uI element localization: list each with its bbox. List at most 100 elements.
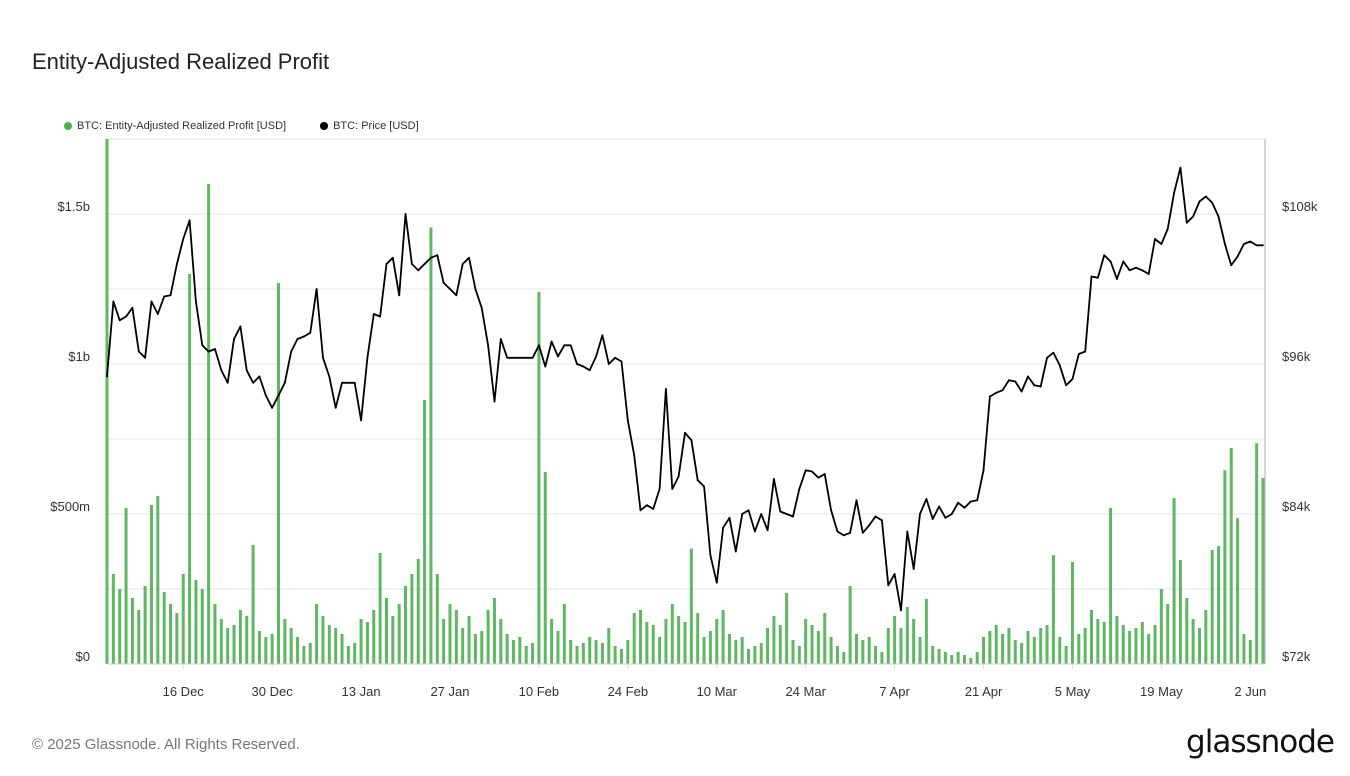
- price-point: [715, 581, 718, 584]
- price-point: [1033, 384, 1036, 387]
- price-point: [595, 355, 597, 358]
- profit-bar: [473, 634, 477, 664]
- profit-bar: [321, 616, 325, 664]
- profit-bar: [785, 592, 789, 664]
- price-point: [842, 534, 845, 537]
- price-point: [1211, 201, 1214, 204]
- x-tick-label: 27 Jan: [430, 684, 469, 699]
- profit-bar: [639, 610, 643, 664]
- profit-bar: [912, 619, 916, 664]
- price-point: [900, 609, 902, 612]
- profit-bar: [562, 604, 566, 664]
- profit-bar: [200, 589, 204, 664]
- price-point: [1135, 266, 1137, 269]
- price-point: [449, 288, 451, 290]
- price-point: [1236, 255, 1239, 258]
- price-point: [296, 338, 299, 340]
- price-point: [1058, 364, 1061, 367]
- price-point: [779, 510, 782, 513]
- profit-bar: [696, 613, 700, 664]
- price-point: [112, 300, 115, 303]
- profit-bar: [543, 472, 547, 664]
- profit-bar: [238, 610, 242, 664]
- price-point: [366, 356, 369, 359]
- price-point: [576, 363, 578, 365]
- legend-item-price[interactable]: BTC: Price [USD]: [320, 120, 419, 132]
- profit-bar: [289, 628, 293, 664]
- profit-bar: [899, 628, 903, 664]
- right-tick-label: $96k: [1282, 349, 1311, 364]
- price-point: [385, 263, 388, 265]
- chart-title: Entity-Adjusted Realized Profit: [32, 49, 330, 74]
- price-point: [360, 419, 362, 422]
- price-point: [1065, 384, 1067, 387]
- price-point: [442, 281, 445, 284]
- x-tick-label: 2 Jun: [1234, 684, 1266, 699]
- profit-bar: [1090, 610, 1094, 664]
- profit-bar: [1261, 478, 1265, 664]
- price-point: [906, 530, 909, 533]
- price-point: [1046, 356, 1048, 359]
- profit-bar: [607, 628, 611, 664]
- profit-bar: [1039, 628, 1043, 664]
- profit-bar: [327, 625, 331, 664]
- price-point: [258, 375, 261, 378]
- price-point: [1039, 385, 1042, 388]
- price-point: [1141, 269, 1144, 272]
- profit-bar: [835, 646, 839, 664]
- profit-bar: [658, 637, 662, 664]
- price-point: [290, 350, 293, 353]
- profit-bar: [670, 604, 674, 664]
- price-point: [804, 469, 807, 472]
- profit-bar: [467, 616, 471, 664]
- price-point: [563, 344, 566, 347]
- profit-bar: [512, 640, 516, 664]
- profit-bar: [1096, 619, 1100, 664]
- profit-bars: [105, 139, 1265, 664]
- profit-bar: [848, 586, 852, 664]
- price-point: [893, 573, 896, 575]
- price-point: [1179, 166, 1182, 169]
- price-point: [817, 476, 820, 479]
- profit-bar: [397, 604, 401, 664]
- profit-bar: [1121, 625, 1125, 664]
- price-point: [1122, 260, 1125, 263]
- price-point: [1217, 215, 1220, 218]
- price-point: [188, 219, 191, 222]
- profit-bar: [264, 637, 268, 664]
- price-point: [976, 499, 979, 502]
- price-line: [106, 166, 1263, 612]
- x-tick-label: 21 Apr: [965, 684, 1003, 699]
- price-point: [944, 516, 947, 519]
- price-point: [207, 350, 210, 353]
- price-point: [1160, 243, 1163, 245]
- price-point: [1116, 278, 1118, 280]
- price-point: [309, 331, 312, 334]
- profit-bar: [823, 613, 827, 664]
- profit-bar: [448, 604, 452, 664]
- profit-bar: [156, 496, 160, 664]
- profit-bar: [1109, 508, 1113, 664]
- x-tick-label: 24 Mar: [785, 684, 826, 699]
- price-point: [773, 478, 775, 480]
- profit-bar: [766, 628, 770, 664]
- price-point: [1109, 260, 1112, 263]
- profit-bar: [753, 646, 757, 664]
- profit-bar: [1045, 625, 1049, 664]
- profit-bar: [619, 649, 623, 664]
- profit-bar: [378, 553, 382, 664]
- price-point: [1223, 243, 1226, 245]
- price-point: [1185, 221, 1188, 224]
- price-point: [1249, 240, 1252, 243]
- legend-dot-green: [64, 122, 72, 130]
- price-point: [925, 498, 928, 500]
- profit-bar: [918, 637, 922, 664]
- legend-item-realized-profit[interactable]: BTC: Entity-Adjusted Realized Profit [US…: [64, 120, 286, 132]
- profit-bar: [1236, 518, 1240, 664]
- profit-bar: [404, 586, 408, 664]
- profit-bar: [391, 616, 395, 664]
- price-point: [957, 501, 960, 504]
- price-points: [106, 166, 1264, 612]
- profit-bar: [1147, 634, 1151, 664]
